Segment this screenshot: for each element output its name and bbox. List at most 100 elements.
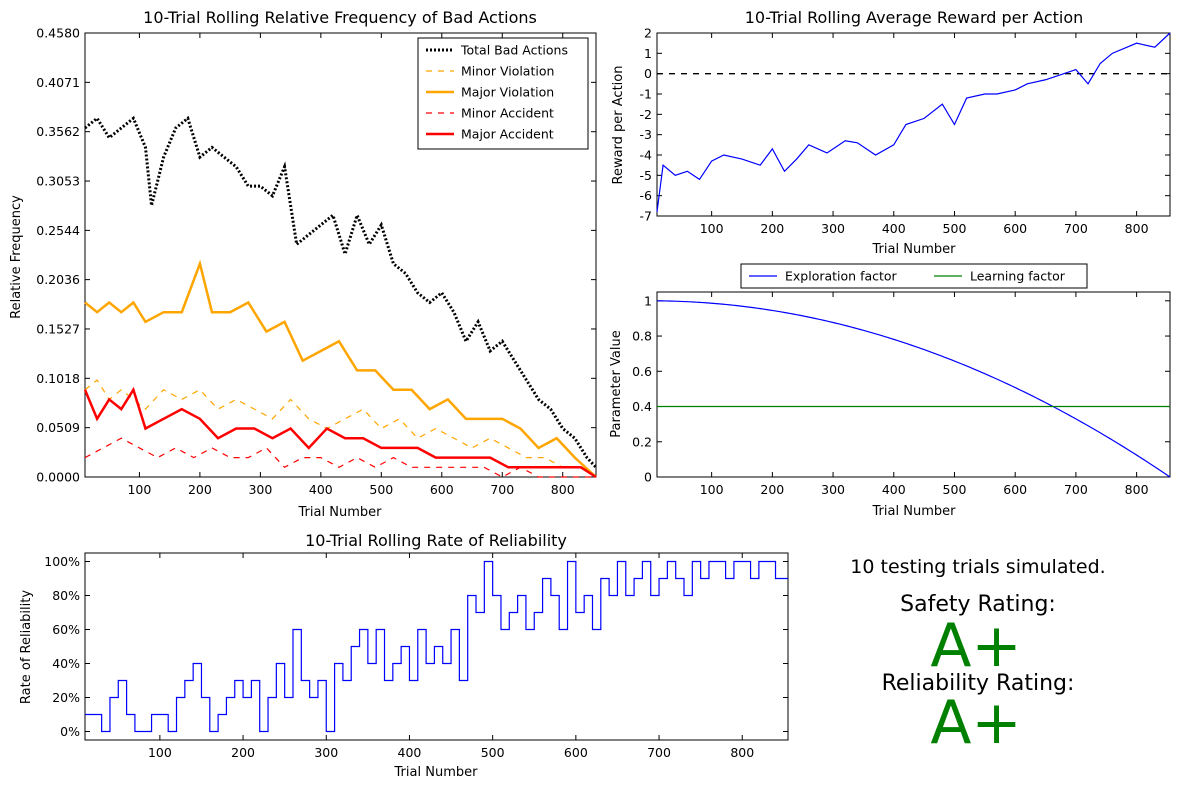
safety-grade: A+ <box>930 611 1021 681</box>
legend-entry: Major Accident <box>461 127 554 142</box>
reward-plot-area: 100 200 300 400 500 600 700 800 -7 -6 -5 -4 -3 -2 -1 0 1… <box>640 26 1171 236</box>
parameters-ylabel: Parameter Value <box>609 330 624 437</box>
reliability-axes-frame <box>84 552 789 741</box>
parameters-ytick-label: 0.6 <box>632 364 652 379</box>
bad-actions-xtick-label: 700 <box>490 482 514 497</box>
bad-actions-ytick-label: 0.4580 <box>36 26 80 41</box>
bad-actions-xtick-label: 100 <box>127 482 151 497</box>
bad-actions-ytick-label: 0.4071 <box>36 75 80 90</box>
reward-ytick-label: 1 <box>644 46 652 61</box>
parameters-xtick-label: 100 <box>700 482 724 497</box>
reward-xtick-label: 500 <box>943 221 967 236</box>
reliability-ytick-label: 80% <box>52 588 80 603</box>
legend-entry: Minor Violation <box>461 64 554 79</box>
bad-actions-axes-frame <box>84 32 597 478</box>
bad-actions-legend: Total Bad Actions Minor Violation Major Vi… <box>417 37 589 150</box>
bad-actions-plot-area: 100 200 300 400 500 600 700 800 0.0000 0.0509 0.10… <box>36 26 598 497</box>
reward-xtick-label: 300 <box>821 221 845 236</box>
parameters-xtick-label: 200 <box>760 482 784 497</box>
exploration-factor-line <box>656 300 1171 478</box>
reward-title: 10-Trial Rolling Average Reward per Acti… <box>745 8 1084 27</box>
reliability-xlabel: Trial Number <box>394 765 479 780</box>
safety-rating-label: Safety Rating: <box>900 592 1056 617</box>
reliability-xtick-label: 500 <box>481 745 505 760</box>
reward-ytick-label: -7 <box>640 209 652 224</box>
reward-ytick-label: 2 <box>644 26 652 41</box>
reliability-plot-area: 100 200 300 400 500 600 700 800 0% 20% 40% 60% 80% 10… <box>44 552 789 760</box>
reward-ytick-label: -1 <box>640 87 652 102</box>
reward-xtick-label: 800 <box>1125 221 1149 236</box>
reward-xtick-label: 700 <box>1064 221 1088 236</box>
parameters-panel: Trial Number Parameter Value 100 200 300 40… <box>609 263 1171 519</box>
reliability-xtick-label: 800 <box>730 745 754 760</box>
reliability-ytick-label: 40% <box>52 656 80 671</box>
trials-simulated-text: 10 testing trials simulated. <box>850 556 1105 578</box>
parameters-ytick-label: 0.8 <box>632 329 652 344</box>
reliability-title: 10-Trial Rolling Rate of Reliability <box>305 531 567 550</box>
bad-actions-ytick-label: 0.3562 <box>36 124 80 139</box>
parameters-ytick-label: 0.4 <box>632 399 652 414</box>
reliability-rating-label: Reliability Rating: <box>882 671 1075 696</box>
reliability-ylabel: Rate of Reliability <box>19 590 34 704</box>
legend-entry: Learning factor <box>970 269 1066 284</box>
parameters-ytick-label: 0 <box>644 470 652 485</box>
ratings-summary: 10 testing trials simulated. Safety Rati… <box>850 556 1105 758</box>
bad-actions-ylabel: Relative Frequency <box>9 195 24 319</box>
reward-axes-frame <box>656 32 1171 217</box>
bad-actions-xtick-label: 400 <box>309 482 333 497</box>
reward-ytick-label: 0 <box>644 66 652 81</box>
reliability-xtick-label: 600 <box>564 745 588 760</box>
series-line-minor-accident <box>84 437 596 478</box>
bad-actions-title: 10-Trial Rolling Relative Frequency of B… <box>143 8 537 27</box>
reward-ylabel: Reward per Action <box>611 66 626 185</box>
reliability-xtick-label: 200 <box>231 745 255 760</box>
legend-box <box>740 263 1088 289</box>
reward-ytick-label: -2 <box>640 107 652 122</box>
reliability-ytick-label: 100% <box>44 554 80 569</box>
series-line-major-accident <box>83 386 597 479</box>
bad-actions-xtick-label: 300 <box>248 482 272 497</box>
reward-xtick-label: 100 <box>700 221 724 236</box>
parameters-plot-area: 100 200 300 400 500 600 700 800 0 0.2 0.4 0.6 0.8 1 <box>632 291 1171 497</box>
bad-actions-ytick-label: 0.0000 <box>36 470 80 485</box>
bad-actions-ytick-label: 0.2036 <box>36 272 80 287</box>
parameters-ytick-label: 0.2 <box>632 434 652 449</box>
parameters-xlabel: Trial Number <box>872 504 957 519</box>
reward-xtick-label: 600 <box>1003 221 1027 236</box>
bad-actions-xtick-label: 200 <box>188 482 212 497</box>
reward-xlabel: Trial Number <box>872 242 957 257</box>
reliability-panel: 10-Trial Rolling Rate of Reliability Tri… <box>19 531 789 780</box>
series-line-total-bad-actions <box>84 115 598 469</box>
reward-series-line <box>656 32 1171 213</box>
bad-actions-ytick-label: 0.0509 <box>36 420 80 435</box>
bad-actions-xtick-label: 500 <box>369 482 393 497</box>
reliability-series-line <box>85 560 788 733</box>
reward-ytick-label: -6 <box>640 188 653 203</box>
parameters-ytick-label: 1 <box>644 293 652 308</box>
reward-ytick-label: -4 <box>640 148 653 163</box>
bad-actions-xtick-label: 800 <box>551 482 575 497</box>
parameters-xtick-label: 600 <box>1003 482 1027 497</box>
parameters-xtick-label: 500 <box>943 482 967 497</box>
bad-actions-ytick-label: 0.1527 <box>36 321 80 336</box>
parameters-axes-frame <box>656 291 1171 478</box>
legend-entry: Minor Accident <box>461 106 554 121</box>
parameters-legend: Exploration factor Learning factor <box>740 263 1088 289</box>
legend-entry: Major Violation <box>461 85 554 100</box>
reward-xtick-label: 200 <box>760 221 784 236</box>
bad-actions-xlabel: Trial Number <box>298 505 383 520</box>
bad-actions-ytick-label: 0.1018 <box>36 371 80 386</box>
legend-entry: Exploration factor <box>785 269 898 284</box>
reward-ytick-label: -3 <box>640 127 652 142</box>
bad-actions-panel: 10-Trial Rolling Relative Frequency of B… <box>9 8 598 520</box>
reliability-xtick-label: 700 <box>647 745 671 760</box>
reward-panel: 10-Trial Rolling Average Reward per Acti… <box>611 8 1171 257</box>
parameters-xtick-label: 800 <box>1125 482 1149 497</box>
reliability-xtick-label: 400 <box>398 745 422 760</box>
legend-entry: Total Bad Actions <box>460 43 568 58</box>
reliability-ytick-label: 60% <box>52 622 80 637</box>
reward-xtick-label: 400 <box>882 221 906 236</box>
reliability-ytick-label: 20% <box>52 690 80 705</box>
parameters-xtick-label: 400 <box>882 482 906 497</box>
